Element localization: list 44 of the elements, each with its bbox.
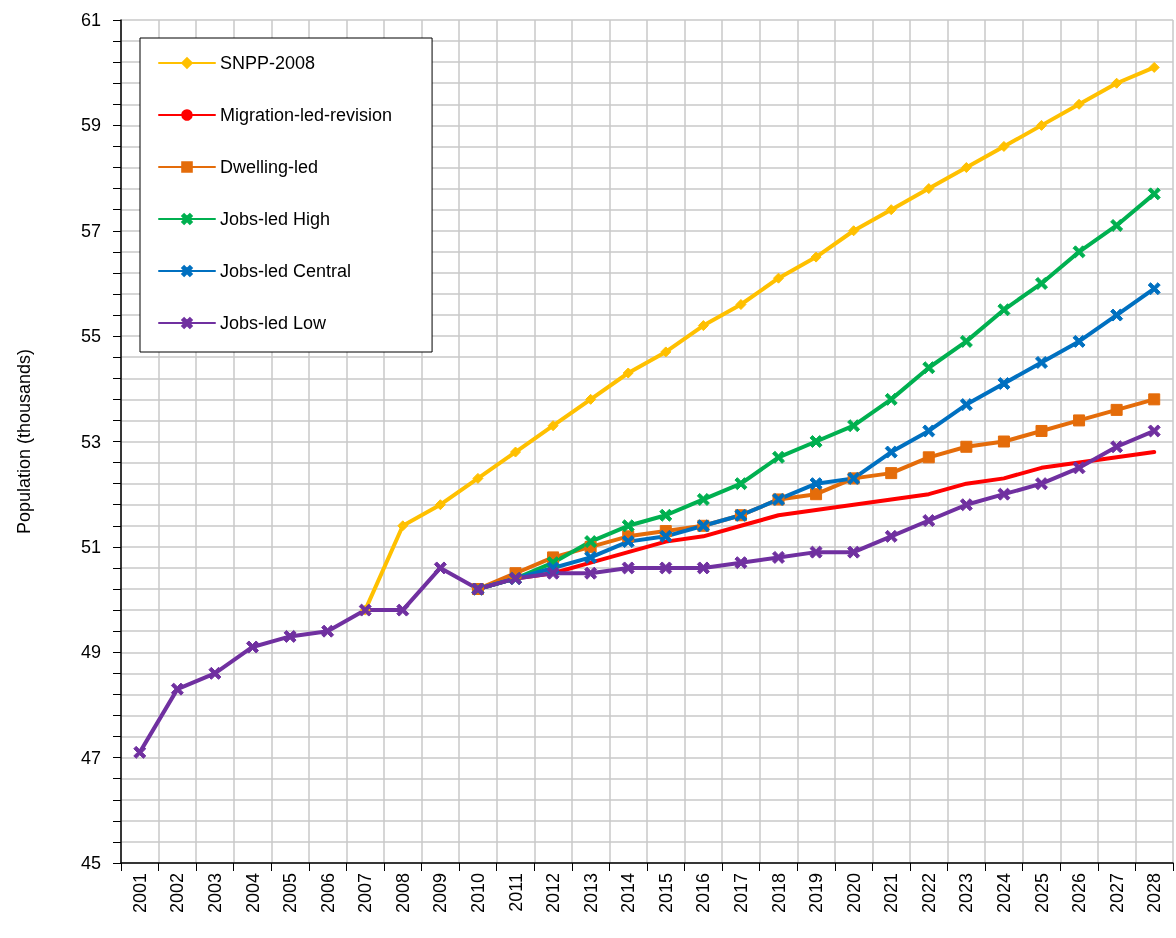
x-tick-label: 2006 <box>317 873 338 914</box>
x-tick-label: 2003 <box>204 873 225 914</box>
x-tick-label: 2025 <box>1031 873 1052 914</box>
y-tick-label: 45 <box>80 853 101 873</box>
y-tick-label: 49 <box>80 642 101 663</box>
x-tick-label: 2016 <box>693 873 714 914</box>
x-tick-label: 2015 <box>655 873 676 914</box>
x-tick-label: 2012 <box>543 873 564 914</box>
x-tick-label: 2017 <box>730 873 751 914</box>
legend-label: Migration-led-revision <box>220 105 393 125</box>
x-tick-label: 2022 <box>918 873 939 914</box>
y-tick-label: 57 <box>80 220 101 241</box>
x-tick-label: 2014 <box>618 873 639 914</box>
x-tick-label: 2004 <box>242 873 263 914</box>
legend-label: SNPP-2008 <box>220 53 316 73</box>
x-tick-label: 2007 <box>355 873 376 914</box>
y-tick-label: 55 <box>80 326 101 347</box>
x-tick-label: 2021 <box>881 873 902 914</box>
legend-label: Jobs-led Central <box>220 261 352 281</box>
y-axis-title: Population (thousands) <box>14 348 34 535</box>
y-tick-label: 53 <box>80 431 101 452</box>
x-tick-label: 2009 <box>430 873 451 914</box>
x-tick-label: 2005 <box>280 873 301 914</box>
x-tick-label: 2001 <box>129 873 150 914</box>
x-tick-label: 2028 <box>1144 873 1165 914</box>
x-tick-label: 2013 <box>580 873 601 914</box>
legend-label: Dwelling-led <box>220 157 319 177</box>
x-tick-label: 2020 <box>843 873 864 914</box>
x-tick-label: 2010 <box>467 873 488 914</box>
x-tick-label: 2026 <box>1069 873 1090 914</box>
x-tick-label: 2008 <box>392 873 413 914</box>
x-tick-label: 2019 <box>806 873 827 914</box>
y-tick-label: 61 <box>80 10 101 30</box>
legend-label: Jobs-led High <box>220 209 331 229</box>
y-tick-label: 47 <box>80 747 101 768</box>
y-tick-label: 59 <box>80 115 101 136</box>
x-tick-label: 2023 <box>956 873 977 914</box>
x-tick-label: 2024 <box>993 873 1014 914</box>
x-tick-label: 2011 <box>505 873 526 912</box>
x-tick-label: 2002 <box>167 873 188 914</box>
legend-label: Jobs-led Low <box>220 313 328 333</box>
y-tick-label: 51 <box>80 536 101 557</box>
x-tick-label: 2018 <box>768 873 789 914</box>
x-tick-label: 2027 <box>1106 873 1127 914</box>
